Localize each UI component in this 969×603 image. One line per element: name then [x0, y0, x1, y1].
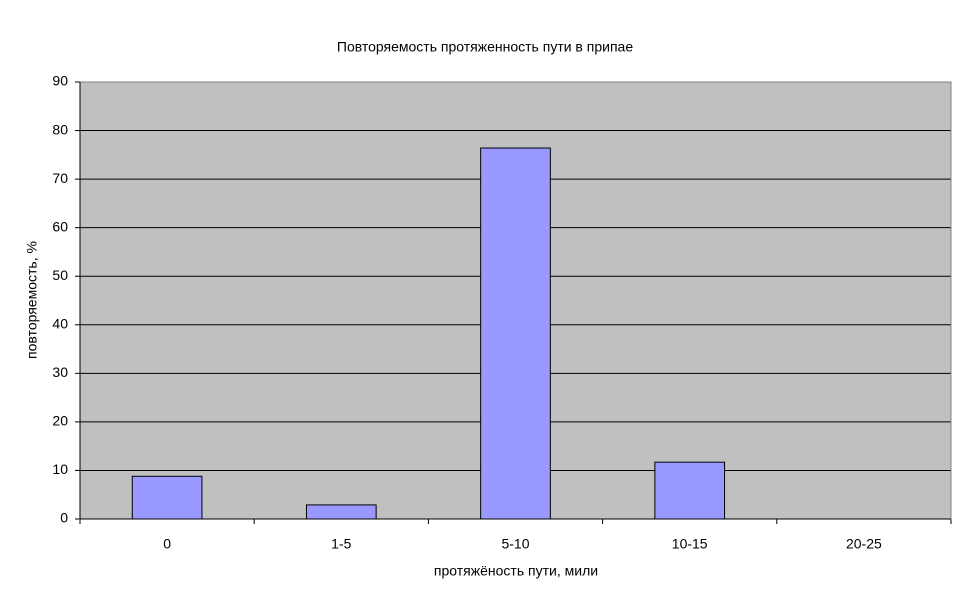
x-tick-label: 1-5 [331, 536, 351, 552]
bar [305, 504, 377, 520]
y-tick-label: 70 [52, 170, 68, 186]
x-tick-label: 5-10 [501, 536, 529, 552]
x-axis-label: протяжёность пути, мили [434, 563, 598, 579]
x-tick-label: 0 [163, 536, 171, 552]
y-tick-label: 0 [60, 510, 68, 526]
y-tick-label: 90 [52, 73, 68, 89]
y-tick-label: 50 [52, 267, 68, 283]
y-tick-label: 30 [52, 364, 68, 380]
y-tick-label: 80 [52, 121, 68, 137]
x-tick-label: 10-15 [672, 536, 708, 552]
y-tick-label: 10 [52, 461, 68, 477]
y-axis-label: повторяемость, % [24, 241, 40, 359]
bar [131, 475, 203, 520]
x-tick-label: 20-25 [846, 536, 882, 552]
y-tick-label: 20 [52, 413, 68, 429]
bar [654, 461, 726, 520]
y-tick-label: 60 [52, 218, 68, 234]
y-tick-label: 40 [52, 315, 68, 331]
bar [480, 147, 551, 520]
chart-title: Повторяемость протяженность пути в припа… [337, 39, 633, 55]
